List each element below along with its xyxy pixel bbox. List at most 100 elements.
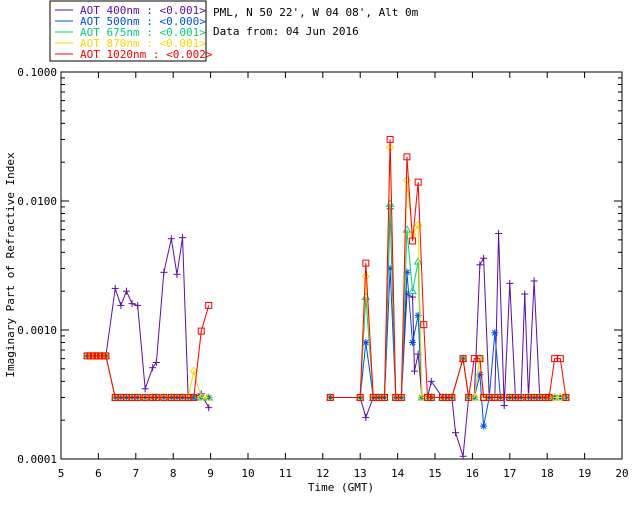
y-tick-label: 0.0100 bbox=[17, 195, 57, 208]
data-point bbox=[381, 393, 389, 401]
y-tick-label: 0.0001 bbox=[17, 453, 57, 466]
data-point bbox=[408, 286, 417, 295]
data-point bbox=[134, 301, 142, 309]
legend-entry: AOT 870nm : <0.001> bbox=[80, 37, 206, 50]
y-tick-label: 0.0010 bbox=[17, 324, 57, 337]
data-point bbox=[190, 393, 198, 401]
data-point bbox=[91, 352, 99, 360]
series-line bbox=[330, 139, 567, 398]
data-point bbox=[361, 272, 371, 281]
data-point bbox=[362, 413, 370, 421]
data-point bbox=[517, 393, 525, 401]
data-point bbox=[403, 153, 411, 161]
data-point bbox=[83, 352, 91, 360]
x-tick-label: 11 bbox=[279, 467, 292, 480]
data-point bbox=[152, 358, 160, 366]
data-point bbox=[530, 277, 538, 285]
series-line bbox=[87, 237, 210, 408]
data-point bbox=[480, 422, 488, 430]
x-tick-label: 13 bbox=[354, 467, 367, 480]
data-point bbox=[448, 393, 456, 401]
data-point bbox=[167, 235, 175, 243]
x-tick-label: 20 bbox=[615, 467, 628, 480]
data-point bbox=[94, 352, 102, 360]
data-point bbox=[386, 135, 394, 143]
data-point bbox=[556, 355, 564, 363]
data-point bbox=[141, 385, 149, 393]
x-tick-label: 19 bbox=[578, 467, 591, 480]
data-point bbox=[427, 393, 435, 401]
series-2 bbox=[82, 199, 571, 401]
data-point bbox=[128, 300, 136, 308]
data-point bbox=[160, 393, 168, 401]
data-point bbox=[326, 393, 334, 401]
series-line bbox=[87, 355, 209, 398]
data-point bbox=[414, 178, 422, 186]
data-point bbox=[480, 254, 488, 262]
legend-entry: AOT 500nm : <0.000> bbox=[80, 15, 206, 28]
data-point bbox=[160, 268, 168, 276]
data-point bbox=[111, 284, 119, 292]
data-point bbox=[134, 393, 142, 401]
data-point bbox=[476, 261, 484, 269]
data-point bbox=[189, 366, 198, 376]
x-tick-label: 5 bbox=[58, 467, 65, 480]
series-1 bbox=[83, 264, 570, 430]
data-point bbox=[459, 355, 467, 363]
data-point bbox=[506, 279, 514, 287]
x-tick-label: 18 bbox=[541, 467, 554, 480]
legend: AOT 400nm : <0.001>AOT 500nm : <0.000> AO… bbox=[55, 4, 213, 61]
data-point bbox=[149, 393, 157, 401]
data-point bbox=[141, 393, 149, 401]
data-point bbox=[500, 401, 508, 409]
series-line bbox=[87, 305, 210, 398]
legend-entry: AOT 400nm : <0.001> bbox=[80, 4, 206, 17]
data-point bbox=[562, 393, 570, 401]
x-tick-label: 9 bbox=[207, 467, 214, 480]
data-point bbox=[465, 393, 473, 401]
data-point bbox=[424, 393, 432, 401]
x-axis-label: Time (GMT) bbox=[308, 481, 374, 494]
y-tick-label: 0.1000 bbox=[17, 66, 57, 79]
data-point bbox=[476, 355, 484, 363]
data-point bbox=[413, 220, 423, 230]
x-tick-label: 15 bbox=[428, 467, 441, 480]
x-axis: 5 6 7 8 9 10 11 12 13 14 15 16 17 18 19 20 bbox=[58, 72, 629, 480]
data-point bbox=[420, 321, 428, 329]
data-point bbox=[205, 301, 213, 309]
data-point bbox=[545, 393, 553, 401]
data-point bbox=[197, 327, 205, 335]
data-point bbox=[149, 364, 157, 372]
data-point bbox=[356, 393, 364, 401]
data-point bbox=[452, 429, 460, 437]
data-point bbox=[410, 367, 418, 375]
data-point bbox=[152, 393, 160, 401]
y-axis-label: Imaginary Part of Refractive Index bbox=[4, 152, 17, 378]
plot-frame bbox=[60, 71, 623, 460]
legend-box bbox=[49, 0, 207, 62]
data-point bbox=[117, 301, 125, 309]
x-tick-label: 12 bbox=[316, 467, 329, 480]
data-point bbox=[122, 287, 130, 295]
data-point bbox=[491, 329, 499, 337]
data-point bbox=[205, 404, 213, 412]
date-info: Data from: 04 Jun 2016 bbox=[213, 25, 359, 38]
data-point bbox=[397, 393, 405, 401]
series-line bbox=[87, 355, 209, 398]
x-tick-label: 17 bbox=[503, 467, 516, 480]
data-point bbox=[413, 256, 423, 265]
data-point bbox=[204, 393, 213, 402]
data-point bbox=[362, 259, 370, 267]
series-group bbox=[82, 135, 571, 460]
site-info: PML, N 50 22', W 04 08', Alt 0m bbox=[213, 6, 419, 19]
data-point bbox=[541, 393, 549, 401]
series-line bbox=[87, 355, 209, 398]
data-point bbox=[427, 377, 435, 385]
data-point bbox=[438, 393, 446, 401]
legend-entry: AOT 1020nm : <0.002> bbox=[80, 48, 213, 61]
y-axis: 0.0001 0.0010 0.0100 0.1000 bbox=[17, 66, 622, 466]
x-tick-label: 14 bbox=[391, 467, 405, 480]
data-point bbox=[459, 452, 467, 460]
data-point bbox=[173, 270, 181, 278]
